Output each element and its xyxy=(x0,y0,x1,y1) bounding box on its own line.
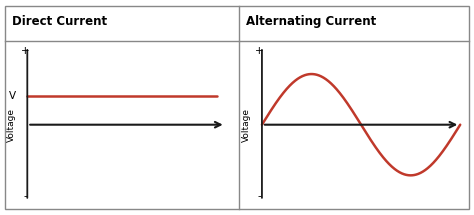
Text: -: - xyxy=(23,191,27,201)
Text: Voltage: Voltage xyxy=(7,108,16,142)
Text: Voltage: Voltage xyxy=(242,108,251,142)
Text: +: + xyxy=(21,46,29,56)
Text: Direct Current: Direct Current xyxy=(12,15,107,28)
Text: Alternating Current: Alternating Current xyxy=(246,15,377,28)
Text: +: + xyxy=(255,46,264,56)
Text: -: - xyxy=(258,191,262,201)
Text: V: V xyxy=(9,91,17,101)
